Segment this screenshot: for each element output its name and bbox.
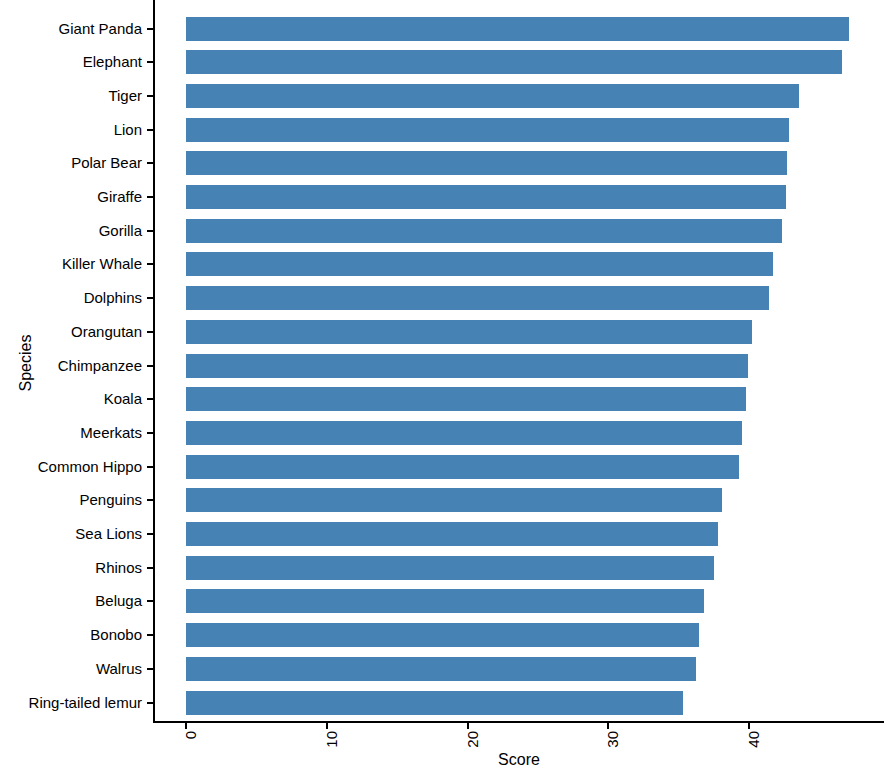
bar-common-hippo [186,455,739,479]
bar-orangutan [186,320,752,344]
y-tick-mark [147,600,153,602]
bar-penguins [186,488,722,512]
y-tick-label: Killer Whale [0,255,142,273]
x-tick-label: 40 [746,731,762,771]
y-tick-label: Polar Bear [0,154,142,172]
bar-elephant [186,50,842,74]
x-tick-label: 10 [324,731,340,771]
x-tick-mark [607,723,609,729]
bar-giraffe [186,185,786,209]
y-tick-label: Giant Panda [0,20,142,38]
bar-beluga [186,589,704,613]
y-tick-mark [147,230,153,232]
y-tick-label: Orangutan [0,323,142,341]
y-tick-mark [147,331,153,333]
y-tick-mark [147,28,153,30]
bar-walrus [186,657,696,681]
y-tick-mark [147,95,153,97]
bar-dolphins [186,286,769,310]
y-tick-mark [147,533,153,535]
y-tick-label: Penguins [0,491,142,509]
bar-bonobo [186,623,699,647]
y-tick-label: Chimpanzee [0,357,142,375]
y-tick-label: Beluga [0,592,142,610]
y-tick-label: Elephant [0,53,142,71]
x-axis-line [153,721,884,723]
y-tick-mark [147,365,153,367]
x-tick-mark [326,723,328,729]
bar-lion [186,118,789,142]
y-tick-mark [147,702,153,704]
y-tick-mark [147,129,153,131]
bar-ring-tailed-lemur [186,691,683,715]
x-axis-title: Score [459,751,579,769]
bar-chart-figure: Species Giant PandaElephantTigerLionPola… [0,0,892,777]
y-tick-label: Rhinos [0,559,142,577]
y-tick-label: Dolphins [0,289,142,307]
y-tick-mark [147,634,153,636]
y-tick-mark [147,432,153,434]
y-tick-mark [147,668,153,670]
y-tick-label: Bonobo [0,626,142,644]
y-tick-label: Walrus [0,660,142,678]
y-tick-mark [147,466,153,468]
bar-giant-panda [186,17,849,41]
y-tick-label: Koala [0,390,142,408]
x-tick-label: 0 [183,731,199,771]
y-tick-mark [147,567,153,569]
y-tick-mark [147,162,153,164]
y-tick-mark [147,61,153,63]
x-tick-mark [748,723,750,729]
y-tick-label: Ring-tailed lemur [0,694,142,712]
y-tick-label: Gorilla [0,222,142,240]
y-tick-mark [147,499,153,501]
bar-gorilla [186,219,782,243]
y-tick-mark [147,398,153,400]
x-tick-label: 30 [605,731,621,771]
y-tick-label: Meerkats [0,424,142,442]
y-axis-line [153,0,155,723]
bar-polar-bear [186,151,787,175]
y-tick-label: Common Hippo [0,458,142,476]
y-tick-mark [147,297,153,299]
bar-tiger [186,84,799,108]
bar-koala [186,387,746,411]
bar-sea-lions [186,522,718,546]
y-tick-label: Sea Lions [0,525,142,543]
bar-killer-whale [186,252,773,276]
bar-chimpanzee [186,354,748,378]
y-tick-label: Tiger [0,87,142,105]
y-tick-label: Lion [0,121,142,139]
y-tick-mark [147,196,153,198]
y-tick-label: Giraffe [0,188,142,206]
bar-rhinos [186,556,714,580]
x-tick-mark [467,723,469,729]
x-tick-mark [185,723,187,729]
y-tick-mark [147,263,153,265]
bar-meerkats [186,421,742,445]
